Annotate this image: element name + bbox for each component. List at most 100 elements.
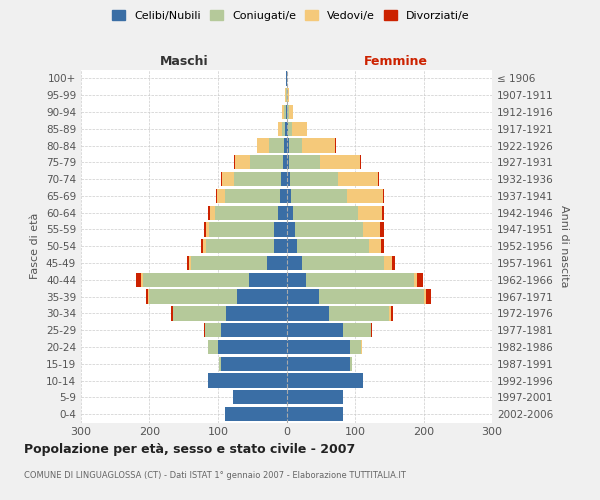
Bar	[297, 239, 369, 254]
Bar	[269, 138, 284, 152]
Bar	[283, 155, 287, 170]
Bar	[287, 189, 291, 203]
Bar	[282, 122, 285, 136]
Bar	[293, 206, 358, 220]
Bar	[361, 340, 362, 354]
Bar	[221, 323, 287, 338]
Bar	[389, 306, 391, 320]
Bar	[287, 105, 289, 119]
Bar	[285, 122, 287, 136]
Bar	[222, 172, 235, 186]
Bar	[237, 290, 287, 304]
Bar	[188, 256, 191, 270]
Bar	[350, 340, 361, 354]
Bar	[191, 256, 268, 270]
Bar	[383, 189, 385, 203]
Bar	[295, 222, 363, 236]
Bar	[217, 189, 225, 203]
Bar	[329, 306, 389, 320]
Bar	[291, 189, 347, 203]
Bar	[225, 407, 287, 421]
Bar	[233, 390, 287, 404]
Bar	[206, 222, 209, 236]
Bar	[363, 222, 380, 236]
Bar	[143, 272, 249, 287]
Bar	[203, 239, 206, 254]
Bar	[226, 306, 287, 320]
Bar	[210, 206, 215, 220]
Bar	[371, 323, 372, 338]
Bar	[208, 340, 218, 354]
Bar	[208, 206, 210, 220]
Bar	[287, 407, 343, 421]
Y-axis label: Fasce di età: Fasce di età	[31, 213, 40, 280]
Bar	[384, 256, 392, 270]
Bar	[358, 206, 382, 220]
Bar	[206, 239, 274, 254]
Bar	[286, 88, 287, 102]
Bar	[302, 256, 384, 270]
Bar	[268, 256, 287, 270]
Bar	[418, 272, 423, 287]
Bar	[347, 189, 383, 203]
Bar	[369, 239, 381, 254]
Bar	[201, 239, 203, 254]
Bar	[287, 356, 350, 371]
Bar	[287, 138, 289, 152]
Bar	[343, 323, 371, 338]
Bar	[287, 122, 288, 136]
Bar	[285, 88, 286, 102]
Bar	[205, 323, 221, 338]
Bar	[286, 72, 287, 86]
Bar	[274, 222, 287, 236]
Bar	[425, 290, 431, 304]
Bar	[305, 272, 414, 287]
Bar	[287, 272, 305, 287]
Bar	[289, 105, 293, 119]
Bar	[274, 239, 287, 254]
Bar	[257, 138, 269, 152]
Bar	[140, 272, 143, 287]
Bar	[382, 206, 384, 220]
Bar	[146, 290, 148, 304]
Bar	[204, 323, 205, 338]
Bar	[209, 222, 274, 236]
Bar	[235, 155, 250, 170]
Bar	[215, 206, 278, 220]
Bar	[287, 206, 293, 220]
Bar	[287, 256, 302, 270]
Bar	[221, 172, 222, 186]
Bar	[380, 222, 384, 236]
Bar	[338, 172, 377, 186]
Bar	[287, 323, 343, 338]
Bar	[302, 138, 335, 152]
Bar	[284, 105, 286, 119]
Bar	[284, 138, 287, 152]
Bar	[286, 105, 287, 119]
Bar	[288, 122, 292, 136]
Bar	[287, 374, 363, 388]
Bar	[173, 306, 226, 320]
Bar	[289, 138, 302, 152]
Bar	[414, 272, 418, 287]
Bar	[287, 390, 343, 404]
Bar	[136, 272, 140, 287]
Bar	[204, 222, 206, 236]
Bar	[187, 256, 188, 270]
Bar	[235, 172, 281, 186]
Bar	[319, 290, 424, 304]
Bar	[283, 105, 284, 119]
Bar	[221, 356, 287, 371]
Bar	[225, 189, 280, 203]
Bar	[287, 88, 289, 102]
Bar	[335, 138, 336, 152]
Bar	[320, 155, 360, 170]
Bar	[292, 122, 307, 136]
Bar	[287, 155, 289, 170]
Bar	[287, 172, 290, 186]
Bar	[377, 172, 379, 186]
Bar	[287, 222, 295, 236]
Bar	[289, 155, 320, 170]
Bar	[287, 290, 319, 304]
Bar	[287, 239, 297, 254]
